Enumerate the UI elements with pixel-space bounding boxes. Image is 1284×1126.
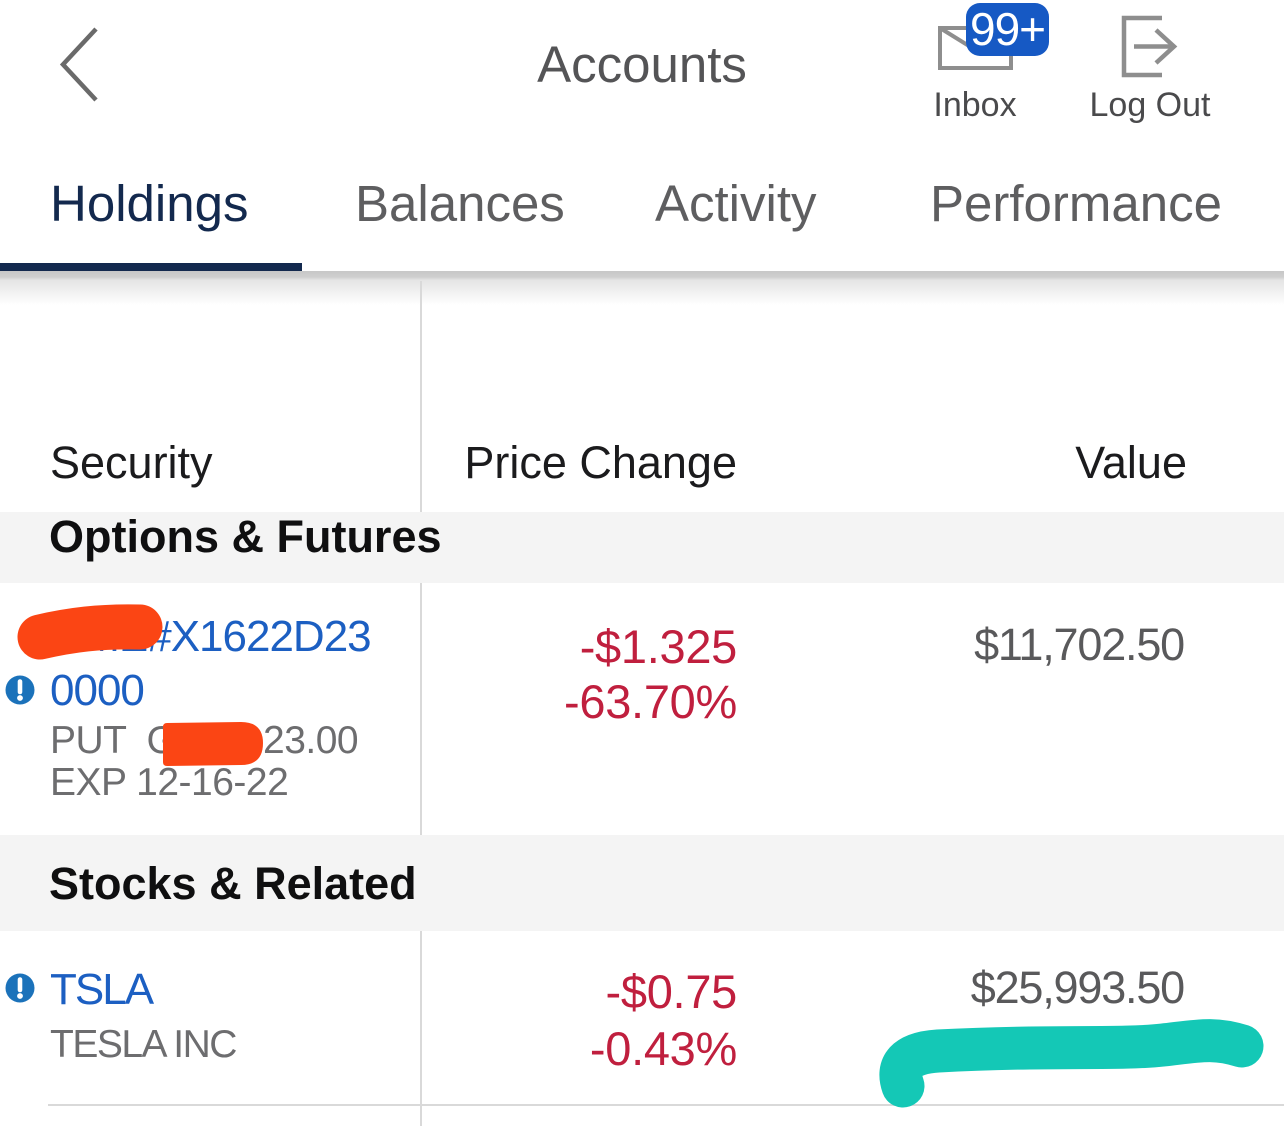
column-divider — [420, 281, 422, 512]
column-header-security: Security — [50, 437, 213, 488]
logout-button[interactable]: Log Out — [1085, 0, 1215, 125]
redaction-scribble-symbol — [17, 604, 163, 660]
option-detail-strike: 23.00 — [263, 719, 359, 762]
info-icon[interactable] — [4, 674, 36, 706]
tab-holdings[interactable]: Holdings — [50, 175, 249, 232]
page-title: Accounts — [537, 36, 747, 93]
redaction-scribble-put-detail — [163, 722, 263, 766]
column-divider — [420, 583, 422, 835]
section-header-stocks-related — [0, 835, 1284, 931]
holding-value: $11,702.50 — [974, 619, 1185, 670]
price-change-amount: -$0.75 — [605, 965, 738, 1018]
column-header-value: Value — [1075, 437, 1187, 488]
inbox-label: Inbox — [933, 86, 1017, 124]
info-icon[interactable] — [4, 972, 36, 1004]
teal-marker-scribble — [879, 1019, 1264, 1108]
column-header-price-change: Price Change — [464, 437, 737, 488]
holding-value: $25,993.50 — [970, 962, 1185, 1013]
security-name: TESLA INC — [50, 1023, 237, 1066]
column-divider — [420, 931, 422, 1126]
row-divider — [48, 1104, 1284, 1106]
tab-balances[interactable]: Balances — [355, 175, 565, 232]
active-tab-underline — [0, 263, 302, 271]
security-symbol-line2[interactable]: 0000 — [50, 666, 145, 715]
section-title: Options & Futures — [49, 511, 442, 562]
price-change-amount: -$1.325 — [579, 620, 738, 673]
tab-activity[interactable]: Activity — [655, 175, 817, 232]
back-button[interactable] — [46, 14, 116, 114]
section-title: Stocks & Related — [49, 858, 417, 909]
logout-icon — [1121, 15, 1178, 78]
logout-label: Log Out — [1089, 86, 1211, 124]
tab-performance[interactable]: Performance — [930, 175, 1222, 232]
option-detail-expiration: EXP 12-16-22 — [50, 761, 289, 804]
section-header-options-futures — [0, 512, 1284, 583]
tab-bar-shadow — [0, 271, 1284, 307]
security-symbol-link[interactable]: TSLA — [50, 965, 154, 1014]
price-change-percent: -63.70% — [564, 675, 737, 728]
price-change-percent: -0.43% — [589, 1022, 737, 1075]
chevron-left-icon — [59, 27, 98, 102]
inbox-button[interactable]: 99+ Inbox — [915, 0, 1049, 125]
unread-badge: 99+ — [966, 3, 1049, 56]
